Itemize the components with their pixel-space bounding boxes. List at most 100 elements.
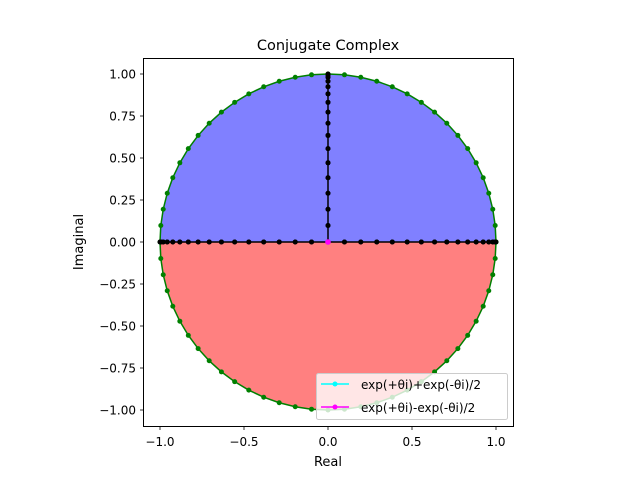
y-tick-label: 0.50 [109,152,136,166]
axes-frame [143,58,514,427]
y-tick-label: 0.25 [109,194,136,208]
cos-marker [276,239,282,245]
y-tick-label: −0.25 [99,278,136,292]
circle-marker [480,175,486,181]
circle-marker [309,72,315,78]
cos-marker [465,239,471,245]
sin-marker [325,146,331,152]
circle-marker [486,190,492,196]
circle-marker [158,255,164,261]
lower-half-fill [160,242,496,410]
x-axis-ticks: −1.0 −0.5 0.0 0.5 1.0 [145,426,506,449]
magenta-origin-marker [325,239,331,245]
x-tick-label: 0.5 [402,435,421,449]
cos-marker [232,239,238,245]
x-tick-label: 1.0 [486,435,505,449]
y-axis-ticks: 1.00 0.75 0.50 0.25 0.00 −0.25 −0.50 −0.75 −1.00 [99,68,144,418]
circle-marker [276,78,282,84]
x-tick-label: −0.5 [229,435,258,449]
cos-marker [480,239,486,245]
y-tick-label: −1.00 [99,404,136,418]
y-tick-label: 0.75 [109,110,136,124]
legend-marker-cyan [332,381,338,387]
cos-marker [160,239,166,245]
y-tick-label: 1.00 [109,68,136,82]
cos-marker [185,239,191,245]
cos-marker [195,239,201,245]
cos-marker [218,239,224,245]
cos-marker [292,239,298,245]
legend-entry-cyan: exp(+θi)+exp(-θi)/2 [321,378,481,392]
circle-marker [232,99,238,105]
x-axis-label: Real [314,455,342,470]
cos-marker [455,239,461,245]
y-tick-label: −0.75 [99,362,136,376]
sin-marker [325,160,331,166]
circle-marker [177,160,183,166]
circle-marker [465,146,471,152]
sin-marker [325,206,331,212]
legend-label-magenta: exp(+θi)-exp(-θi)/2 [361,401,475,415]
circle-marker [490,272,496,278]
circle-marker [164,190,170,196]
circle-marker [170,303,176,309]
cos-marker [374,239,380,245]
plot-area [143,58,514,427]
cos-marker [170,239,176,245]
legend-entry-magenta: exp(+θi)-exp(-θi)/2 [321,401,475,415]
circle-marker [473,160,479,166]
circle-marker [206,120,212,126]
cos-marker [309,239,315,245]
circle-marker [374,78,380,84]
y-axis-label: Imaginal [72,214,87,270]
circle-marker [418,99,424,105]
sin-marker [325,120,331,126]
sin-marker [325,91,331,97]
circle-marker [177,318,183,324]
circle-marker [292,74,298,80]
circle-marker [341,72,347,78]
circle-marker [164,288,170,294]
legend-marker-magenta [332,404,338,410]
sin-marker [325,84,331,90]
x-tick-label: 0.0 [318,435,337,449]
cos-marker [404,239,410,245]
sin-marker [325,175,331,181]
circle-marker [309,406,315,412]
cos-marker [261,239,267,245]
circle-marker [455,346,461,352]
cos-marker [177,239,183,245]
legend-label-cyan: exp(+θi)+exp(-θi)/2 [361,378,481,392]
circle-marker [160,206,166,212]
sin-marker [325,132,331,138]
circle-marker [444,120,450,126]
sin-marker [325,190,331,196]
sin-marker [325,99,331,105]
circle-marker [185,332,191,338]
circle-marker [358,74,364,80]
cos-marker [418,239,424,245]
cos-marker [486,239,492,245]
cos-marker [206,239,212,245]
circle-marker [195,346,201,352]
legend-box [316,373,508,420]
cos-marker [246,239,252,245]
circle-marker [455,132,461,138]
circle-marker [246,91,252,97]
circle-marker [465,332,471,338]
y-tick-label: −0.50 [99,320,136,334]
cos-marker [358,239,364,245]
cos-marker [432,239,438,245]
sin-marker [325,223,331,229]
sin-marker [325,78,331,84]
circle-marker [492,223,498,229]
cos-marker [492,239,498,245]
circle-marker [218,369,224,375]
circle-marker [492,255,498,261]
circle-marker [170,175,176,181]
y-tick-label: 0.00 [109,236,136,250]
sin-marker [325,74,331,80]
circle-marker [292,404,298,410]
circle-marker [218,109,224,115]
cos-marker [389,239,395,245]
